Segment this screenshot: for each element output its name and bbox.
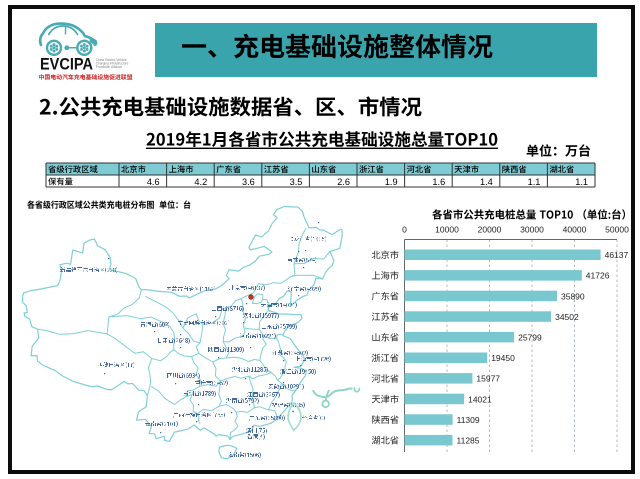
svg-text:15977: 15977 <box>476 374 500 384</box>
svg-text:20000: 20000 <box>478 225 502 235</box>
svg-text:1.9: 1.9 <box>385 177 398 187</box>
svg-text:10000: 10000 <box>435 225 459 235</box>
svg-text:1.4: 1.4 <box>480 177 493 187</box>
svg-text:35890: 35890 <box>561 291 585 301</box>
svg-text:0: 0 <box>402 225 407 235</box>
svg-text:11309: 11309 <box>457 415 480 425</box>
svg-text:4.6: 4.6 <box>147 177 160 187</box>
svg-text:19450: 19450 <box>491 353 515 363</box>
svg-text:Promotion Alliance: Promotion Alliance <box>96 65 123 69</box>
svg-text:50000: 50000 <box>605 225 629 235</box>
svg-text:3.6: 3.6 <box>242 177 255 187</box>
svg-text:1.1: 1.1 <box>528 177 541 187</box>
svg-text:Charging Infrastructure: Charging Infrastructure <box>96 62 129 66</box>
svg-text:46137: 46137 <box>605 250 629 260</box>
svg-text:34502: 34502 <box>555 312 579 322</box>
svg-text:EVCIPA: EVCIPA <box>40 55 93 74</box>
svg-text:14021: 14021 <box>468 394 492 404</box>
svg-text:1.1: 1.1 <box>575 177 588 187</box>
svg-text:11285: 11285 <box>457 436 480 446</box>
svg-text:2.6: 2.6 <box>337 177 350 187</box>
svg-text:40000: 40000 <box>563 225 587 235</box>
svg-text:China Electric Vehicle: China Electric Vehicle <box>96 58 127 62</box>
svg-text:4.2: 4.2 <box>194 177 207 187</box>
svg-text:1.6: 1.6 <box>432 177 445 187</box>
svg-text:3.5: 3.5 <box>290 177 303 187</box>
svg-text:41726: 41726 <box>586 271 610 281</box>
svg-text:30000: 30000 <box>520 225 544 235</box>
svg-text:25799: 25799 <box>518 333 542 343</box>
